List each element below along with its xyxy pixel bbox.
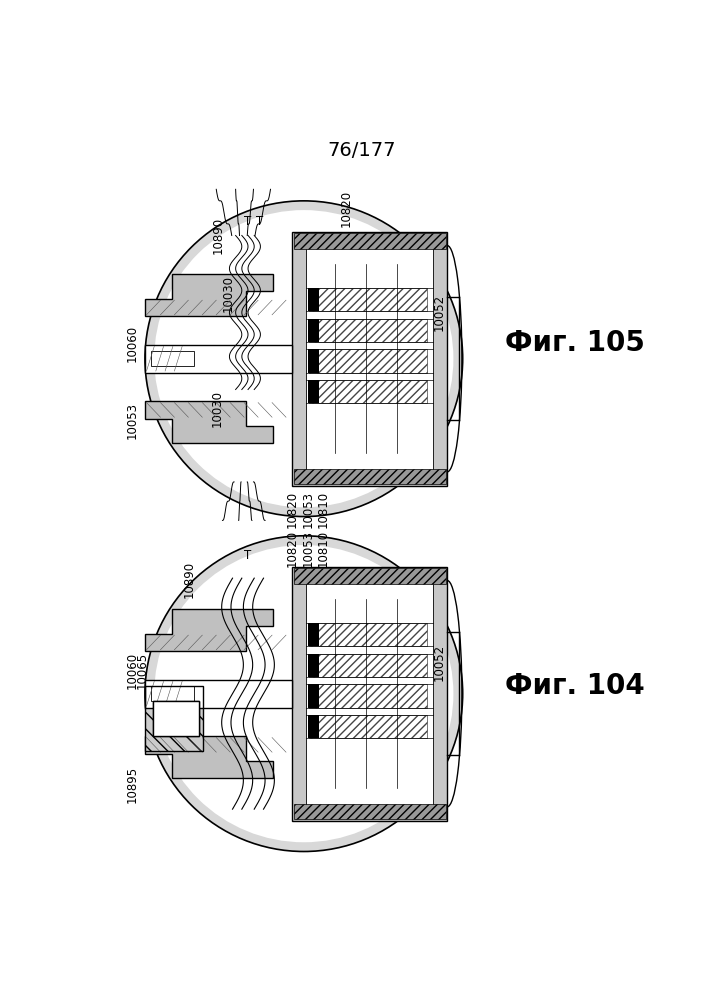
Text: 10820: 10820 bbox=[286, 491, 298, 528]
Bar bbox=[308, 380, 319, 403]
Bar bbox=[151, 686, 194, 701]
Text: 10053: 10053 bbox=[301, 530, 314, 567]
Bar bbox=[306, 246, 433, 472]
Text: 10810: 10810 bbox=[317, 491, 329, 528]
Bar bbox=[308, 349, 319, 373]
Text: T: T bbox=[245, 549, 252, 562]
Bar bbox=[308, 654, 319, 677]
Bar bbox=[292, 232, 448, 486]
Text: 10890: 10890 bbox=[212, 217, 225, 254]
Bar bbox=[145, 345, 292, 373]
Bar bbox=[293, 804, 445, 819]
Text: 10060: 10060 bbox=[125, 652, 139, 689]
Text: 10820: 10820 bbox=[340, 190, 353, 227]
Polygon shape bbox=[145, 274, 273, 316]
Circle shape bbox=[145, 536, 462, 852]
Bar bbox=[153, 701, 199, 736]
Text: 10065: 10065 bbox=[136, 652, 149, 689]
Bar bbox=[309, 715, 427, 738]
Text: 10053: 10053 bbox=[125, 402, 139, 439]
Bar bbox=[292, 567, 448, 821]
Bar bbox=[309, 380, 427, 403]
Text: 10053: 10053 bbox=[301, 491, 314, 528]
Text: T: T bbox=[256, 215, 263, 228]
Text: 10030: 10030 bbox=[221, 275, 235, 312]
Bar bbox=[151, 351, 194, 366]
Text: 10895: 10895 bbox=[125, 766, 139, 803]
Bar bbox=[306, 580, 433, 807]
Bar bbox=[309, 684, 427, 708]
Polygon shape bbox=[145, 401, 273, 443]
Bar bbox=[145, 680, 292, 708]
Text: 10820: 10820 bbox=[286, 530, 298, 567]
Bar bbox=[308, 715, 319, 738]
Text: Фиг. 105: Фиг. 105 bbox=[505, 329, 645, 357]
Text: 10052: 10052 bbox=[433, 294, 446, 331]
Polygon shape bbox=[145, 736, 273, 778]
Bar bbox=[308, 319, 319, 342]
Text: 10052: 10052 bbox=[433, 644, 446, 681]
Text: 10810: 10810 bbox=[317, 530, 329, 567]
Bar bbox=[145, 686, 203, 751]
Bar bbox=[293, 568, 445, 584]
Bar bbox=[309, 654, 427, 677]
Bar bbox=[309, 288, 427, 311]
Circle shape bbox=[154, 210, 453, 507]
Bar bbox=[308, 684, 319, 708]
Bar bbox=[309, 349, 427, 373]
Bar bbox=[308, 288, 319, 311]
Bar bbox=[293, 469, 445, 484]
Text: 76/177: 76/177 bbox=[328, 141, 396, 160]
Text: 10060: 10060 bbox=[125, 325, 139, 362]
Text: Фиг. 104: Фиг. 104 bbox=[506, 672, 645, 700]
Bar bbox=[153, 701, 199, 736]
Bar bbox=[308, 623, 319, 646]
Circle shape bbox=[154, 545, 453, 842]
Bar bbox=[293, 233, 445, 249]
Text: T: T bbox=[245, 215, 252, 228]
Circle shape bbox=[145, 201, 462, 517]
Bar bbox=[309, 319, 427, 342]
Bar bbox=[145, 686, 203, 751]
Text: 10890: 10890 bbox=[182, 561, 196, 598]
Bar bbox=[309, 623, 427, 646]
Polygon shape bbox=[145, 609, 273, 651]
Text: 10030: 10030 bbox=[211, 390, 223, 427]
